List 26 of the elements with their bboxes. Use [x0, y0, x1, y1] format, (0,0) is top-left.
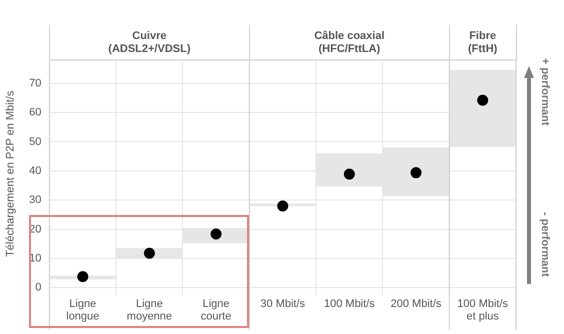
point — [210, 228, 222, 240]
x-tick-label: Ligne courte — [200, 298, 232, 323]
point — [410, 167, 422, 178]
y-axis-title: Téléchargement en P2P en Mbit/s — [4, 90, 17, 257]
x-tick-label: 100 Mbit/s — [324, 298, 376, 310]
x-tick-label: 30 Mbit/s — [260, 298, 306, 310]
text: Fibre (FttH) — [467, 30, 498, 56]
y-tick-label: 0 — [35, 282, 42, 294]
x-tick-label: Ligne longue — [66, 298, 100, 323]
text: Câble coaxial (HFC/FttLA) — [313, 30, 386, 56]
point — [344, 168, 355, 180]
y-tick-label: 50 — [29, 136, 42, 148]
text: + performant — [539, 58, 551, 126]
text: Cuivre (ADSL2+/VDSL) — [107, 30, 192, 56]
y-tick-label: 40 — [29, 164, 42, 177]
x-tick-label: 100 Mbit/s et plus — [457, 298, 509, 323]
text: - performant — [539, 212, 551, 276]
point — [144, 248, 155, 259]
point — [477, 94, 488, 106]
x-tick-label: Ligne moyenne — [126, 298, 172, 323]
point — [277, 200, 288, 212]
point — [77, 271, 88, 282]
y-tick-label: 70 — [29, 77, 42, 90]
x-tick-label: 200 Mbit/s — [390, 298, 442, 310]
y-tick-label: 60 — [29, 106, 42, 119]
y-tick-label: 30 — [29, 194, 42, 206]
